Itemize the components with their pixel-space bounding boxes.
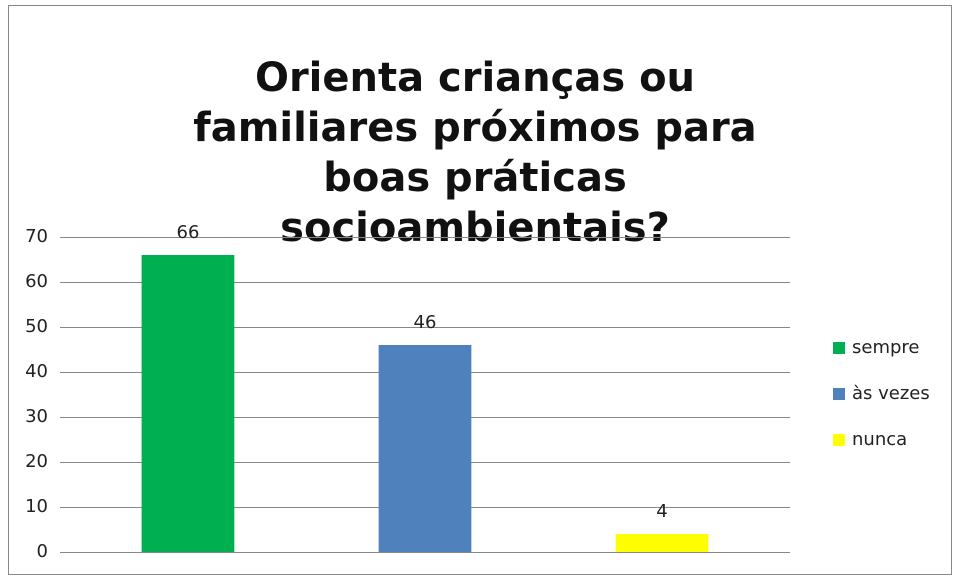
legend-swatch <box>833 388 845 400</box>
bar <box>141 255 235 552</box>
bar <box>378 345 472 552</box>
bar <box>615 534 709 552</box>
title-line: familiares próximos para <box>193 105 756 151</box>
data-label: 46 <box>414 312 437 333</box>
data-label: 4 <box>656 501 667 522</box>
y-tick-label: 10 <box>25 496 48 517</box>
y-tick-label: 70 <box>25 226 48 247</box>
title-line: boas práticas <box>323 155 627 201</box>
chart-title: Orienta crianças ou familiares próximos p… <box>193 55 756 251</box>
legend-label: sempre <box>852 337 920 358</box>
legend-label: às vezes <box>852 383 930 404</box>
title-line: Orienta crianças ou <box>255 55 695 101</box>
legend-swatch <box>833 434 845 446</box>
legend-swatch <box>833 342 845 354</box>
y-tick-label: 40 <box>25 361 48 382</box>
y-tick-label: 50 <box>25 316 48 337</box>
y-tick-label: 0 <box>37 541 48 562</box>
legend-label: nunca <box>852 429 907 450</box>
y-tick-label: 60 <box>25 271 48 292</box>
title-line: socioambientais? <box>280 205 670 251</box>
y-tick-label: 20 <box>25 451 48 472</box>
data-label: 66 <box>177 222 200 243</box>
y-tick-label: 30 <box>25 406 48 427</box>
